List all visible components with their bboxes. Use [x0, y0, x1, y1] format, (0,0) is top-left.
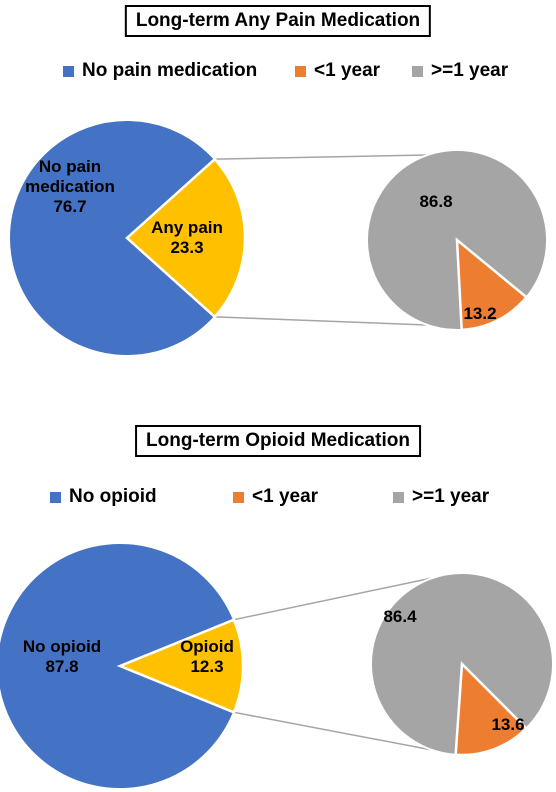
data-label: 23.3 [170, 238, 203, 257]
legend-swatch [63, 65, 74, 77]
legend-label: >=1 year [431, 60, 509, 81]
pie-slice-sub [455, 237, 529, 332]
data-label: medication [25, 177, 115, 196]
pie-slice-main [8, 119, 217, 357]
pie-slice-main [125, 157, 247, 319]
connector-line [233, 577, 433, 621]
data-label: 13.2 [463, 304, 496, 323]
legend-item: No pain medication [63, 60, 257, 82]
legend-swatch [412, 65, 423, 77]
chart-panel-opioid: No opioid 87.8 Opioid 12.3 86.4 13.6 Long-ter… [0, 396, 556, 792]
legend-swatch [393, 491, 404, 503]
legend-label: <1 year [252, 486, 319, 507]
data-label: 86.4 [383, 607, 417, 626]
data-label: 13.6 [491, 715, 524, 734]
legend-item: <1 year [295, 60, 380, 82]
pie-slice-main [116, 618, 245, 714]
legend-label: >=1 year [412, 486, 490, 507]
pie-slice-sub [454, 661, 529, 757]
legend-item: >=1 year [393, 486, 489, 508]
data-label: No pain [39, 157, 101, 176]
data-label: 86.8 [419, 192, 452, 211]
data-label: 12.3 [190, 657, 223, 676]
data-label: 76.7 [53, 197, 86, 216]
connector-line [233, 711, 433, 751]
legend-item: No opioid [50, 486, 157, 508]
legend-label: No opioid [69, 486, 157, 507]
chart-title: Long-term Opioid Medication [135, 425, 421, 457]
legend-label: No pain medication [82, 60, 258, 81]
legend-swatch [50, 491, 61, 503]
legend-item: <1 year [233, 486, 318, 508]
legend-swatch [233, 491, 244, 503]
legend-label: <1 year [314, 60, 381, 81]
chart-panel-any-pain: No pain medication 76.7 Any pain 23.3 86.8 13.… [0, 5, 556, 357]
legend-swatch [295, 65, 306, 77]
legend-item: >=1 year [412, 60, 508, 82]
legend: No pain medication <1 year >=1 year [0, 60, 556, 84]
connector-line [214, 316, 428, 326]
connector-line [214, 154, 428, 160]
legend: No opioid <1 year >=1 year [0, 486, 556, 510]
data-label: 87.8 [45, 657, 78, 676]
chart-title: Long-term Any Pain Medication [124, 5, 432, 37]
data-label: Any pain [151, 218, 223, 237]
data-label: Opioid [180, 637, 234, 656]
data-label: No opioid [23, 637, 101, 656]
